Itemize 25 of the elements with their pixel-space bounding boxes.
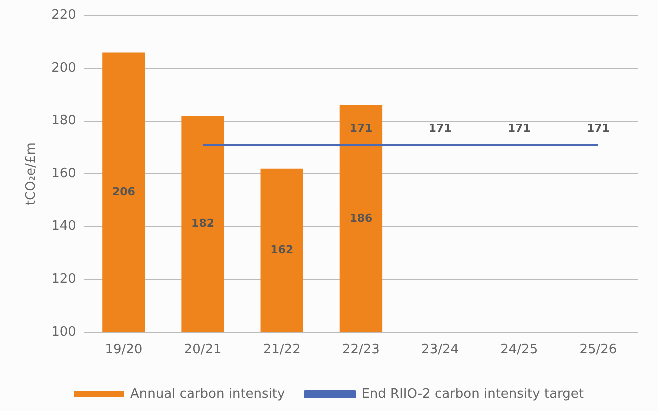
y-tick-label: 160	[52, 166, 76, 182]
legend-label: Annual carbon intensity	[130, 386, 286, 402]
data-label: 186	[350, 212, 374, 225]
y-tick-label: 120	[52, 272, 76, 288]
y-tick-label: 200	[52, 60, 76, 76]
data-label: 206	[112, 185, 136, 198]
y-tick-label: 220	[52, 8, 76, 24]
data-label: 171	[508, 122, 531, 135]
y-tick-label: 180	[52, 114, 76, 129]
data-label: 182	[192, 217, 215, 230]
x-tick-label: 25/26	[580, 342, 618, 358]
x-tick-label: 20/21	[184, 342, 222, 358]
x-tick-label: 19/20	[105, 342, 143, 358]
data-label: 171	[350, 122, 373, 135]
y-tick-label: 140	[52, 219, 76, 234]
data-label: 171	[586, 122, 610, 135]
x-tick-label: 23/24	[422, 342, 460, 358]
data-label: 162	[270, 243, 294, 256]
x-tick-label: 24/25	[500, 342, 538, 358]
x-tick-label: 22/23	[342, 342, 380, 358]
x-tick-label: 21/22	[263, 342, 301, 358]
y-axis-title: tCO₂e/£m	[24, 142, 40, 206]
legend-label: End RIIO-2 carbon intensity target	[362, 386, 584, 402]
y-tick-label: 100	[52, 324, 76, 340]
data-label: 171	[428, 122, 452, 135]
